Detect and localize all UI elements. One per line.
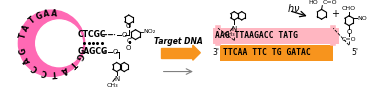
Text: +: + [331,9,339,19]
Text: GAGCG: GAGCG [78,47,108,56]
Circle shape [19,10,85,76]
FancyBboxPatch shape [213,28,339,44]
Text: A: A [59,65,68,75]
Text: G: G [34,11,44,22]
Text: N: N [114,76,119,82]
Text: C: C [126,38,131,44]
Text: TTCAA TTC TG GATAC: TTCAA TTC TG GATAC [223,48,311,57]
FancyBboxPatch shape [161,48,193,58]
Text: C=O: C=O [342,37,356,42]
Text: O: O [122,32,127,38]
Text: O: O [126,23,132,29]
Text: HO: HO [309,0,319,5]
Text: CTCGC: CTCGC [78,30,106,39]
Text: O: O [346,29,352,35]
Text: 3': 3' [213,48,220,57]
Text: CH₃: CH₃ [106,83,118,88]
Text: CH₃: CH₃ [224,32,235,37]
Text: T: T [51,68,57,77]
Text: 5': 5' [352,48,359,57]
Text: $h\nu$: $h\nu$ [287,2,301,14]
Text: N: N [232,26,237,32]
Text: T: T [67,59,77,69]
Text: AAG TTAAGACC TATG: AAG TTAAGACC TATG [215,31,298,40]
Text: T: T [18,32,28,39]
Text: A: A [21,24,31,33]
Circle shape [36,20,82,67]
Text: G: G [18,47,28,55]
FancyBboxPatch shape [220,45,333,61]
Text: NO₂: NO₂ [143,29,155,34]
Text: C=O: C=O [323,0,338,5]
Text: G: G [73,51,84,60]
Text: NO: NO [358,16,367,21]
Text: T: T [28,16,37,26]
Text: C: C [30,62,40,73]
Text: CHO: CHO [342,6,356,11]
Text: Target DNA: Target DNA [154,37,203,46]
Text: A: A [43,9,50,19]
Polygon shape [193,45,200,60]
Text: O: O [113,49,118,55]
Text: A: A [22,55,33,65]
Text: C: C [40,67,48,77]
Text: O: O [126,45,132,51]
Text: A: A [51,9,57,19]
